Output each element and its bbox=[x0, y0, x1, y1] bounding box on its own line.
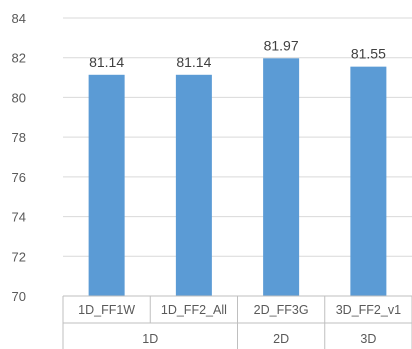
y-tick-label: 78 bbox=[12, 130, 26, 145]
bar bbox=[88, 74, 125, 296]
y-tick-label: 76 bbox=[12, 170, 26, 185]
x-tick-label: 2D_FF3G bbox=[254, 303, 309, 317]
bars bbox=[88, 58, 387, 297]
data-label: 81.14 bbox=[89, 54, 124, 70]
group-label: 1D bbox=[142, 332, 158, 346]
y-tick-label: 82 bbox=[12, 51, 26, 66]
data-label: 81.97 bbox=[264, 37, 299, 53]
y-tick-label: 80 bbox=[12, 90, 26, 105]
data-label: 81.14 bbox=[176, 54, 211, 70]
bar bbox=[175, 74, 212, 296]
y-tick-label: 70 bbox=[12, 289, 26, 304]
x-tick-label: 1D_FF2_All bbox=[161, 303, 227, 317]
data-label: 81.55 bbox=[351, 46, 386, 62]
bar bbox=[350, 66, 387, 297]
x-tick-label: 1D_FF1W bbox=[78, 303, 135, 317]
group-label: 2D bbox=[273, 332, 289, 346]
axes: 70 72 74 76 78 80 82 84 1D_FF1W 1D_FF2_All 2D_FF3G… bbox=[12, 11, 412, 349]
bar bbox=[263, 58, 300, 297]
y-tick-label: 84 bbox=[12, 11, 26, 26]
y-tick-label: 74 bbox=[12, 210, 26, 225]
data-labels: 81.14 81.14 81.97 81.55 bbox=[89, 37, 386, 69]
x-tick-label: 3D_FF2_v1 bbox=[336, 303, 401, 317]
group-label: 3D bbox=[360, 332, 376, 346]
y-tick-label: 72 bbox=[12, 249, 26, 264]
